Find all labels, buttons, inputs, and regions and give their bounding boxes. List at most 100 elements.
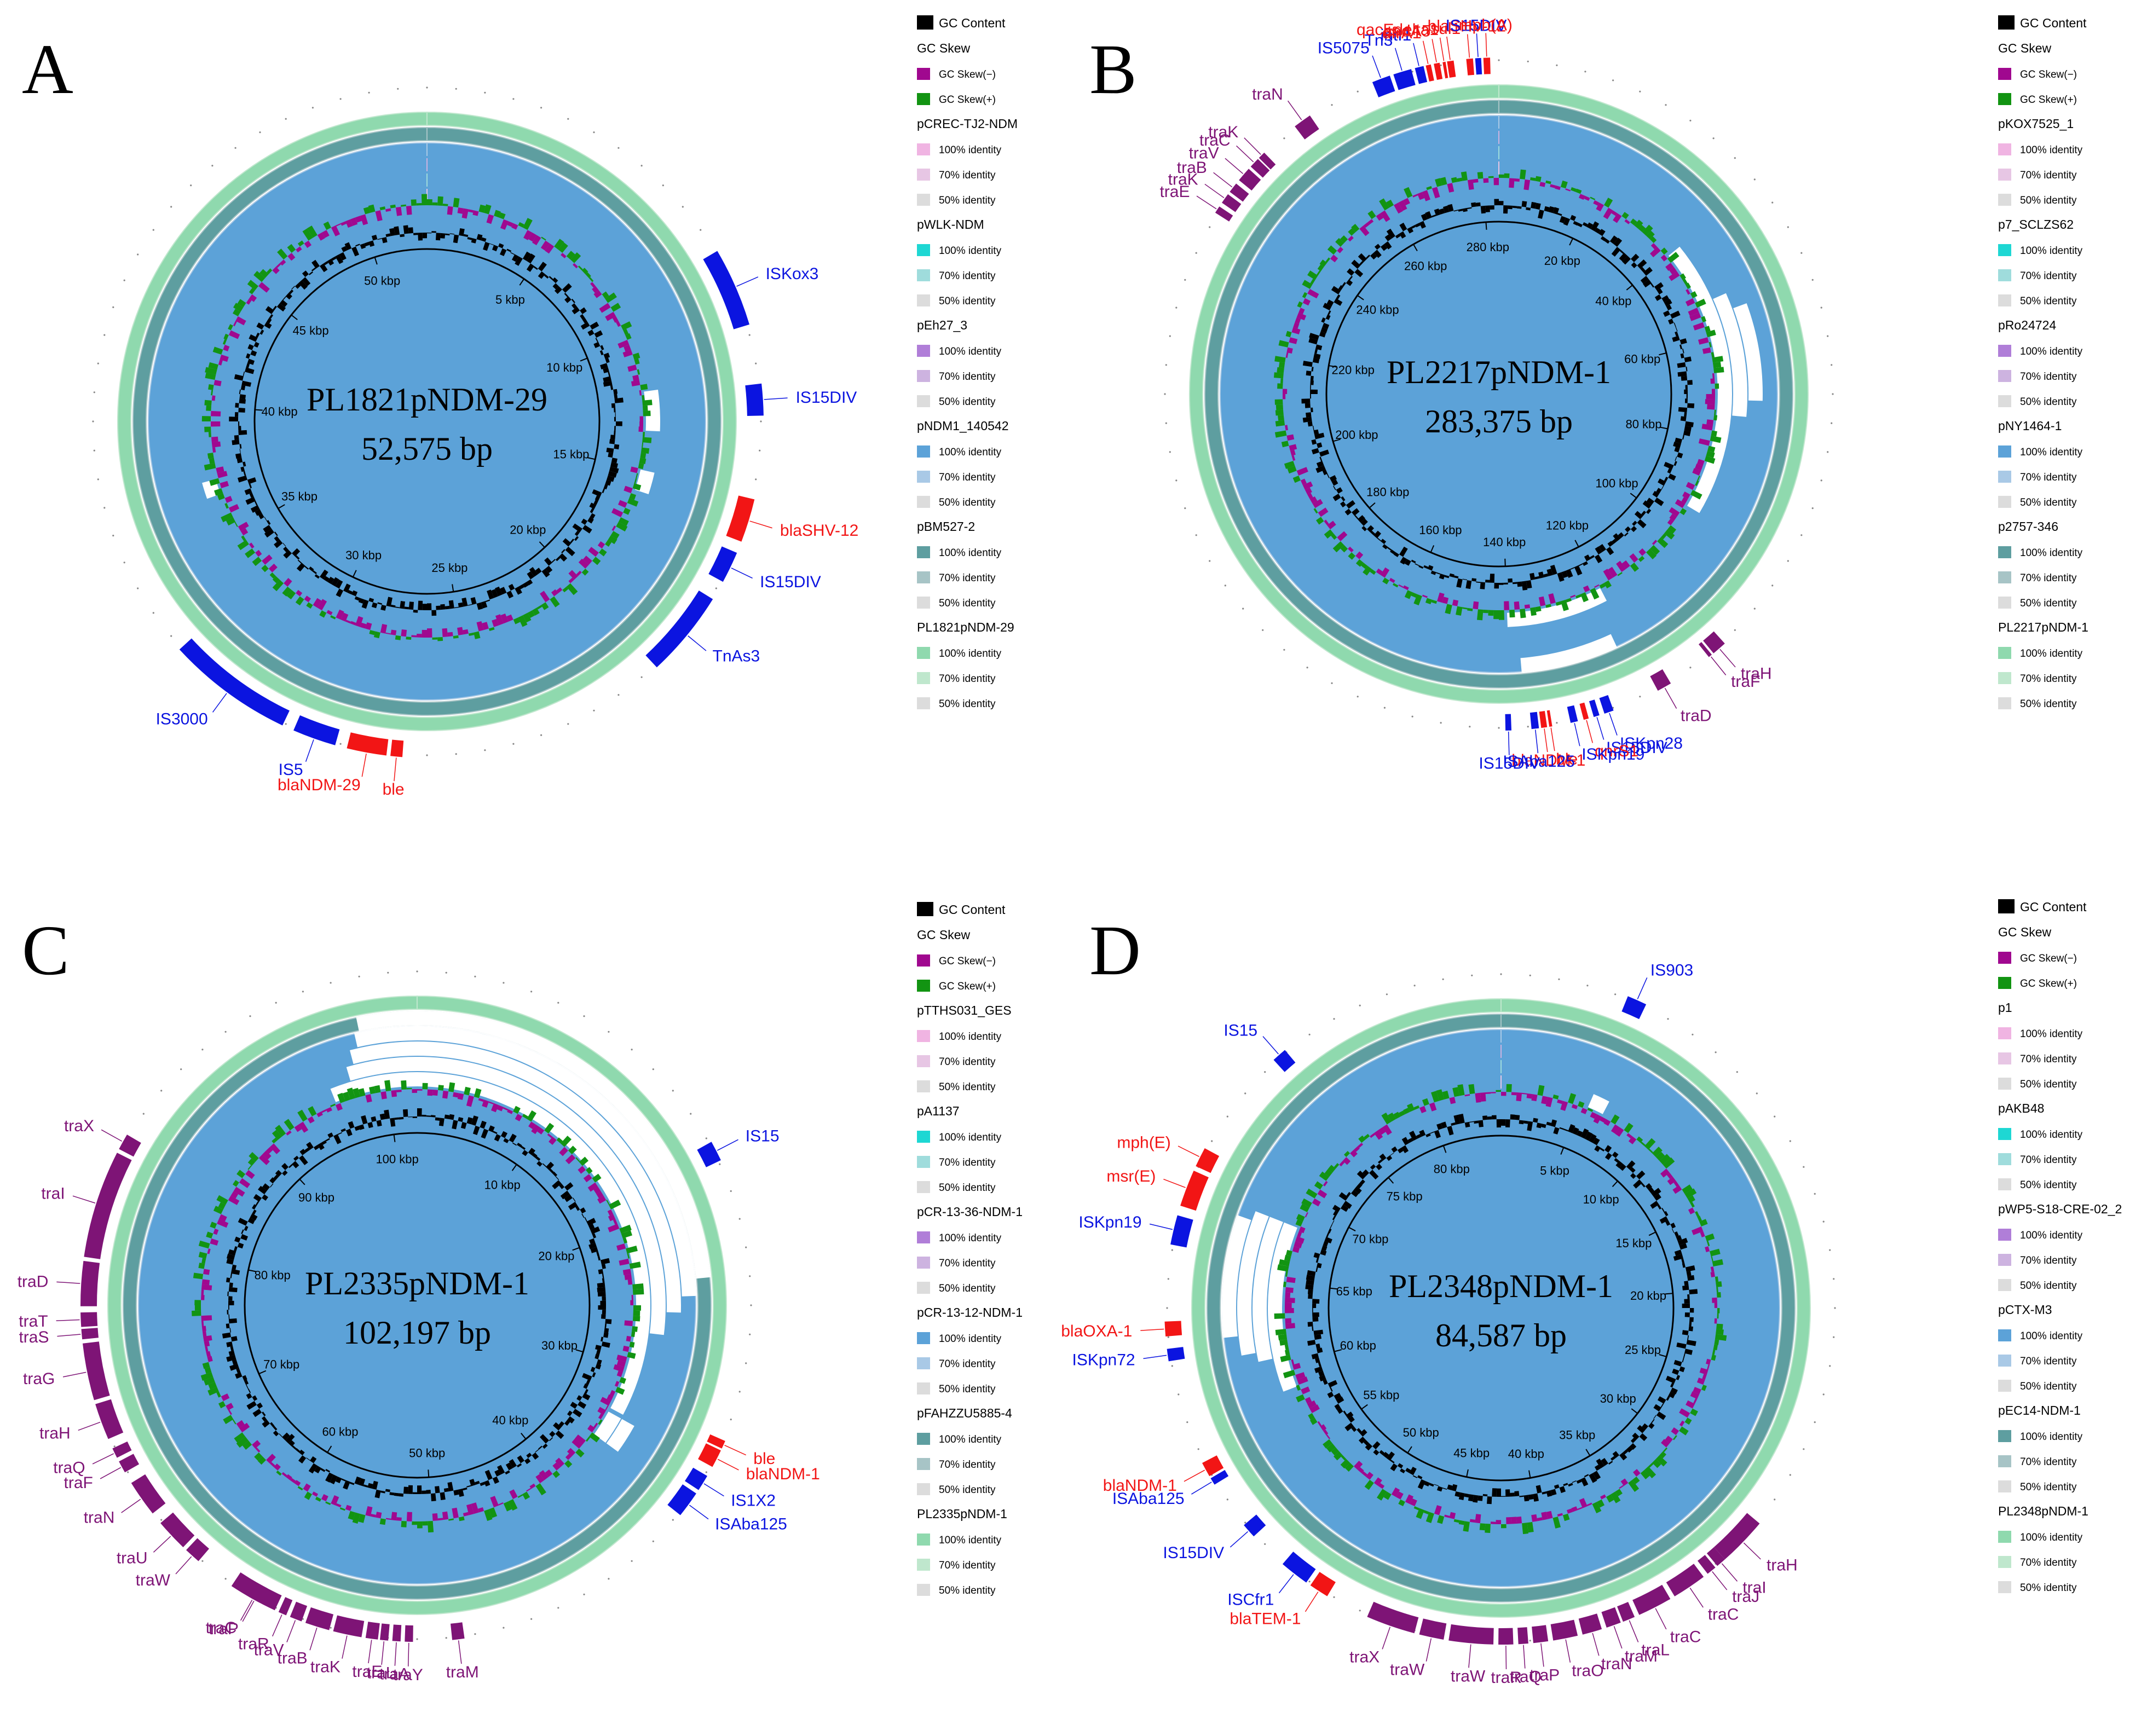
gc-skew-bar (266, 1454, 276, 1464)
gc-content-bar (1344, 508, 1352, 516)
gc-skew-bar (492, 618, 499, 627)
gc-content-bar (1374, 244, 1381, 250)
tick-mark (291, 314, 298, 320)
gc-skew-bar (494, 210, 501, 218)
gc-content-bar (1673, 461, 1677, 466)
gc-content-bar (1318, 1370, 1325, 1377)
gc-skew-bar (275, 1125, 286, 1137)
gc-skew-bar (536, 605, 542, 610)
gene-arc-tral (380, 1623, 390, 1641)
outer-dot (617, 694, 620, 696)
tick-label: 75 kbp (1387, 1190, 1423, 1203)
gene-label: IS1X2 (731, 1492, 776, 1510)
gc-content-bar (1576, 1130, 1583, 1137)
gc-content-bar (1611, 1456, 1616, 1461)
gc-skew-bar (276, 1470, 282, 1476)
gc-content-bar (304, 1147, 310, 1153)
legend-identity: 50% identity (2020, 1482, 2077, 1493)
gc-skew-bar (1501, 1524, 1507, 1529)
tick-mark (519, 279, 525, 286)
gc-content-bar (262, 1416, 267, 1422)
legend-swatch (1998, 571, 2011, 583)
gc-skew-bar (1633, 1469, 1641, 1477)
gc-skew-bar (1715, 383, 1719, 389)
outer-dot (455, 753, 457, 755)
gc-content-bar (1307, 421, 1313, 427)
gc-skew-bar (1555, 185, 1561, 190)
gc-content-bar (281, 1163, 288, 1171)
gc-skew-bar (1403, 198, 1410, 206)
gc-skew-bar (488, 1101, 494, 1104)
gc-skew-bar (575, 1434, 586, 1445)
gc-skew-bar (286, 1130, 292, 1136)
gc-skew-bar (1509, 610, 1515, 618)
gc-skew-bar (507, 1109, 513, 1114)
panel-letter: A (22, 30, 73, 109)
gc-content-bar (1684, 356, 1692, 362)
gene-label: traQ (1510, 1668, 1542, 1686)
tick-label: 30 kbp (1600, 1392, 1636, 1405)
gc-content-bar (1677, 362, 1686, 368)
outer-dot (1832, 393, 1834, 395)
gc-content-bar (327, 258, 334, 266)
gc-content-bar (1357, 1183, 1363, 1189)
gc-skew-bar (568, 570, 578, 580)
legend-identity: 100% identity (939, 1535, 1002, 1546)
gene-leader (1204, 183, 1225, 199)
tick-mark (511, 1164, 517, 1171)
tick-mark (1631, 1408, 1638, 1414)
outer-dot (760, 420, 762, 423)
gc-content-bar (555, 1176, 559, 1181)
gc-content-bar (1528, 1494, 1534, 1500)
gc-skew-bar (1695, 464, 1703, 471)
gc-content-bar (247, 344, 254, 350)
legend-identity: 50% identity (2020, 598, 2077, 609)
gene-arc-blatem-1 (1310, 1572, 1336, 1596)
gc-content-bar (1409, 1467, 1417, 1475)
gc-skew-bar (201, 1279, 210, 1286)
gc-content-bar (1499, 201, 1504, 206)
outer-dot (1264, 1071, 1266, 1073)
gc-content-bar (252, 1210, 257, 1215)
legend-identity: 100% identity (939, 1132, 1002, 1143)
outer-dot (1800, 252, 1803, 254)
gc-skew-bar (280, 259, 286, 266)
gc-skew-bar (1277, 367, 1284, 373)
gc-content-bar (1515, 1115, 1520, 1120)
gc-skew-bar (1714, 1318, 1717, 1324)
gene-label: intI1 (1381, 26, 1412, 44)
gc-skew-bar (224, 503, 229, 509)
gc-skew-bar (562, 586, 569, 593)
gc-skew-bar (412, 1521, 417, 1525)
tick-label: 220 kbp (1332, 363, 1375, 377)
outer-dot (330, 1627, 332, 1629)
gc-content-bar (351, 246, 359, 257)
gc-content-bar (604, 1323, 607, 1328)
gc-content-bar (240, 466, 245, 472)
gc-skew-bar (1685, 282, 1691, 289)
gc-content-bar (235, 403, 239, 408)
gc-skew-bar (193, 1272, 204, 1280)
gc-content-bar (1395, 233, 1401, 239)
tick-mark (1659, 1354, 1667, 1357)
gc-skew-bar (617, 340, 630, 349)
legend-identity: 100% identity (2020, 1028, 2083, 1040)
gc-skew-bar (1707, 404, 1715, 410)
gc-skew-bar (1490, 1092, 1496, 1093)
gc-content-bar (1566, 569, 1573, 578)
gc-content-bar (1683, 1353, 1686, 1358)
gc-skew-bar (358, 1514, 366, 1523)
gc-content-bar (574, 536, 579, 541)
gc-skew-bar (235, 316, 246, 326)
gc-skew-bar (211, 410, 221, 416)
gc-skew-bar (1297, 1231, 1302, 1237)
gc-content-bar (239, 389, 241, 395)
legend-gc-skew: GC Skew (917, 928, 971, 942)
gc-content-bar (1679, 1243, 1688, 1250)
gc-content-bar (249, 483, 252, 489)
gc-content-bar (527, 571, 534, 580)
gc-skew-bar (1537, 1517, 1543, 1521)
gc-skew-bar (355, 216, 362, 223)
outer-dot (567, 118, 569, 120)
gc-skew-bar (629, 1262, 641, 1269)
